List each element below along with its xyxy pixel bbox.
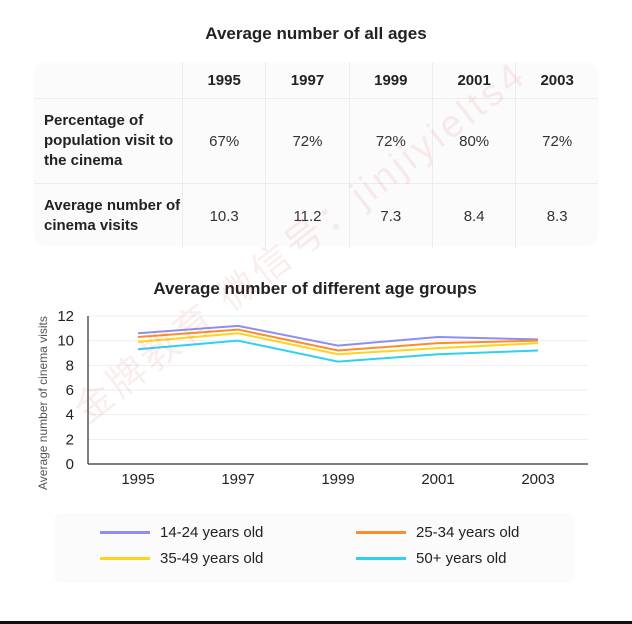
table-header-row: 1995 1997 1999 2001 2003 [34,62,598,99]
table-corner-cell [34,62,183,99]
row-label: Percentage of population visit to the ci… [34,98,183,184]
y-tick-label: 12 [57,308,74,325]
legend-label: 14-24 years old [160,524,264,541]
series-lines [137,324,539,363]
chart-title: Average number of different age groups [153,279,477,298]
x-tick-label: 2001 [421,471,454,488]
table-cell: 11.2 [265,183,350,248]
table-cell: 72% [515,98,598,184]
x-tick-label: 2003 [521,471,554,488]
y-tick-label: 8 [66,357,74,374]
year-header: 1999 [348,62,433,99]
table-row: Average number of cinema visits 10.3 11.… [34,183,598,248]
legend-swatch [356,557,406,560]
legend-swatch [356,531,406,534]
row-label: Average number of cinema visits [44,197,181,234]
x-tick-label: 1999 [321,471,354,488]
legend-swatch [100,531,150,534]
year-header: 2003 [515,62,598,99]
table-cell: 10.3 [181,183,266,248]
bottom-border [0,621,632,624]
year-header: 2001 [431,62,516,99]
table-cell: 8.3 [515,183,598,248]
y-tick-label: 10 [57,333,74,350]
legend-label: 25-34 years old [416,524,520,541]
y-tick-label: 4 [66,407,74,424]
legend-label: 50+ years old [416,550,507,567]
year-header: 1997 [265,62,350,99]
series-line [137,328,539,352]
x-tick-label: 1995 [121,471,154,488]
legend: 14-24 years old 25-34 years old 35-49 ye… [54,513,574,583]
table-title: Average number of all ages [205,24,427,43]
table-cell: 72% [348,98,433,184]
data-table: 1995 1997 1999 2001 2003 Percentage of p… [34,62,598,248]
y-tick-labels: 0 2 4 6 8 10 12 [57,308,74,473]
year-header: 1995 [181,62,266,99]
legend-item: 14-24 years old [100,524,263,541]
y-tick-label: 0 [66,456,74,473]
legend-item: 25-34 years old [356,524,519,541]
x-tick-label: 1997 [221,471,254,488]
table-cell: 67% [181,98,266,184]
table-cell: 7.3 [348,183,433,248]
table-cell: 80% [431,98,516,184]
x-tick-labels: 1995 1997 1999 2001 2003 [121,471,554,488]
legend-item: 50+ years old [356,550,506,567]
table-cell: 72% [265,98,350,184]
series-line [137,332,539,356]
legend-swatch [100,557,150,560]
series-line [137,324,539,347]
series-line [137,339,539,363]
legend-label: 35-49 years old [160,550,264,567]
table-cell: 8.4 [431,183,516,248]
y-tick-label: 2 [66,431,74,448]
legend-item: 35-49 years old [100,550,263,567]
y-tick-label: 6 [66,382,74,399]
table-row: Percentage of population visit to the ci… [34,98,598,184]
